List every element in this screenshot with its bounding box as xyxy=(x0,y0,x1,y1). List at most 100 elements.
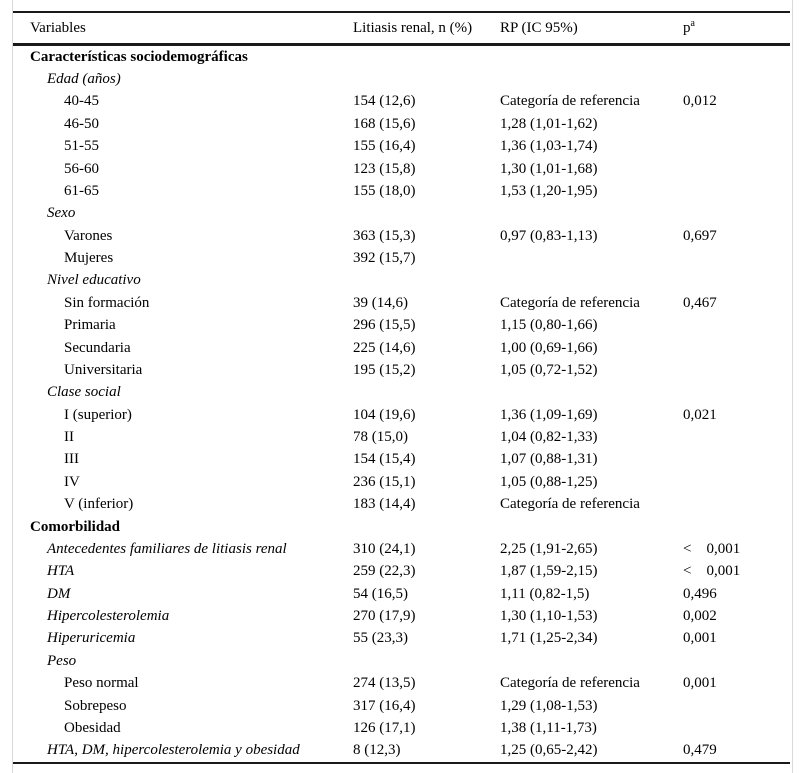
table-row: Comorbilidad xyxy=(13,516,790,538)
row-label: HTA, DM, hipercolesterolemia y obesidad xyxy=(47,742,300,759)
row-label: III xyxy=(64,451,79,468)
table-row: Peso xyxy=(13,650,790,672)
cell-litiasis-n: 274 (13,5) xyxy=(353,675,416,692)
row-label: 46-50 xyxy=(64,115,99,132)
table-row: Peso normal 274 (13,5) Categoría de refere… xyxy=(13,673,790,695)
row-label: Hiperuricemia xyxy=(47,630,136,647)
cell-rp-ic95: Categoría de referencia xyxy=(500,93,640,110)
table-row: 61-65 155 (18,0) 1,53 (1,20-1,95) xyxy=(13,180,790,202)
table-row: III 154 (15,4) 1,07 (0,88-1,31) xyxy=(13,449,790,471)
cell-rp-ic95: 1,87 (1,59-2,15) xyxy=(500,563,598,580)
cell-rp-ic95: Categoría de referencia xyxy=(500,496,640,513)
cell-litiasis-n: 259 (22,3) xyxy=(353,563,416,580)
cell-rp-ic95: 1,30 (1,10-1,53) xyxy=(500,608,598,625)
cell-rp-ic95: 1,15 (0,80-1,66) xyxy=(500,317,598,334)
row-label: 51-55 xyxy=(64,138,99,155)
row-label: II xyxy=(64,429,74,446)
row-label: Secundaria xyxy=(64,339,131,356)
row-label: Nivel educativo xyxy=(47,272,141,289)
cell-rp-ic95: 1,00 (0,69-1,66) xyxy=(500,339,598,356)
cell-p-value: 0,479 xyxy=(683,742,717,759)
table-row: Edad (años) xyxy=(13,68,790,90)
cell-litiasis-n: 104 (19,6) xyxy=(353,406,416,423)
table-row: HTA 259 (22,3) 1,87 (1,59-2,15) < 0,001 xyxy=(13,561,790,583)
table-row: Secundaria 225 (14,6) 1,00 (0,69-1,66) xyxy=(13,337,790,359)
p-header-label: p xyxy=(683,19,691,36)
cell-rp-ic95: 1,36 (1,03-1,74) xyxy=(500,138,598,155)
table-row: 40-45 154 (12,6) Categoría de referencia 0,… xyxy=(13,91,790,113)
cell-p-value: < 0,001 xyxy=(683,563,741,580)
cell-litiasis-n: 155 (16,4) xyxy=(353,138,416,155)
row-label: 61-65 xyxy=(64,182,99,199)
cell-litiasis-n: 270 (17,9) xyxy=(353,608,416,625)
table-row: Sexo xyxy=(13,203,790,225)
table-header-row: Variables Litiasis renal, n (%) RP (IC 9… xyxy=(13,13,790,46)
row-label: 56-60 xyxy=(64,160,99,177)
cell-rp-ic95: 0,97 (0,83-1,13) xyxy=(500,227,598,244)
row-label: Sexo xyxy=(47,205,76,222)
cell-rp-ic95: 1,07 (0,88-1,31) xyxy=(500,451,598,468)
row-label: HTA xyxy=(47,563,75,580)
table-row: 56-60 123 (15,8) 1,30 (1,01-1,68) xyxy=(13,158,790,180)
cell-litiasis-n: 123 (15,8) xyxy=(353,160,416,177)
table-row: Sin formación 39 (14,6) Categoría de refer… xyxy=(13,292,790,314)
row-label: Sin formación xyxy=(64,294,150,311)
cell-rp-ic95: 1,38 (1,11-1,73) xyxy=(500,719,597,736)
table-row: Nivel educativo xyxy=(13,270,790,292)
cell-litiasis-n: 126 (17,1) xyxy=(353,719,416,736)
row-label: Antecedentes familiares de litiasis rena… xyxy=(47,540,287,557)
row-label: Hipercolesterolemia xyxy=(47,608,170,625)
cell-litiasis-n: 225 (14,6) xyxy=(353,339,416,356)
cell-p-value: 0,012 xyxy=(683,93,717,110)
row-label: Mujeres xyxy=(64,250,114,267)
table-row: 51-55 155 (16,4) 1,36 (1,03-1,74) xyxy=(13,136,790,158)
cell-p-value: 0,467 xyxy=(683,294,717,311)
cell-rp-ic95: 1,30 (1,01-1,68) xyxy=(500,160,598,177)
row-label: Peso xyxy=(47,652,77,669)
row-label: Peso normal xyxy=(64,675,139,692)
table-row: II 78 (15,0) 1,04 (0,82-1,33) xyxy=(13,426,790,448)
table-row: IV 236 (15,1) 1,05 (0,88-1,25) xyxy=(13,471,790,493)
table-row: V (inferior) 183 (14,4) Categoría de refer… xyxy=(13,494,790,516)
row-label: V (inferior) xyxy=(64,496,134,513)
row-label: IV xyxy=(64,473,80,490)
cell-litiasis-n: 392 (15,7) xyxy=(353,250,416,267)
p-header-footnote-marker: a xyxy=(690,17,695,29)
cell-p-value: 0,496 xyxy=(683,585,717,602)
table-side-border xyxy=(12,0,793,773)
table-row: Universitaria 195 (15,2) 1,05 (0,72-1,52) xyxy=(13,359,790,381)
cell-rp-ic95: 1,53 (1,20-1,95) xyxy=(500,182,598,199)
row-label: Primaria xyxy=(64,317,116,334)
cell-litiasis-n: 39 (14,6) xyxy=(353,294,408,311)
cell-rp-ic95: 1,11 (0,82-1,5) xyxy=(500,585,590,602)
column-header-rp-ic95: RP (IC 95%) xyxy=(500,19,578,36)
cell-p-value: 0,001 xyxy=(683,630,717,647)
cell-rp-ic95: 1,28 (1,01-1,62) xyxy=(500,115,598,132)
cell-litiasis-n: 154 (12,6) xyxy=(353,93,416,110)
row-label: Comorbilidad xyxy=(30,518,121,535)
table-row: Características sociodemográficas xyxy=(13,46,790,68)
row-label: DM xyxy=(47,585,71,602)
row-label: Clase social xyxy=(47,384,121,401)
table-row: HTA, DM, hipercolesterolemia y obesidad 8… xyxy=(13,740,790,762)
cell-rp-ic95: 2,25 (1,91-2,65) xyxy=(500,540,598,557)
table-row: Mujeres 392 (15,7) xyxy=(13,247,790,269)
row-label: 40-45 xyxy=(64,93,99,110)
cell-litiasis-n: 168 (15,6) xyxy=(353,115,416,132)
row-label: Varones xyxy=(64,227,113,244)
table-row: Hipercolesterolemia 270 (17,9) 1,30 (1,10-… xyxy=(13,605,790,627)
cell-p-value: 0,697 xyxy=(683,227,717,244)
cell-rp-ic95: 1,05 (0,72-1,52) xyxy=(500,361,598,378)
cell-p-value: < 0,001 xyxy=(683,540,741,557)
table-body: Características sociodemográficas Edad (a… xyxy=(13,46,790,764)
cell-litiasis-n: 154 (15,4) xyxy=(353,451,416,468)
cell-litiasis-n: 8 (12,3) xyxy=(353,742,401,759)
table-row: Sobrepeso 317 (16,4) 1,29 (1,08-1,53) xyxy=(13,695,790,717)
cell-rp-ic95: 1,25 (0,65-2,42) xyxy=(500,742,598,759)
cell-litiasis-n: 236 (15,1) xyxy=(353,473,416,490)
cell-rp-ic95: Categoría de referencia xyxy=(500,675,640,692)
row-label: Sobrepeso xyxy=(64,697,127,714)
table-row: Clase social xyxy=(13,382,790,404)
statistics-table: Variables Litiasis renal, n (%) RP (IC 9… xyxy=(13,11,790,764)
